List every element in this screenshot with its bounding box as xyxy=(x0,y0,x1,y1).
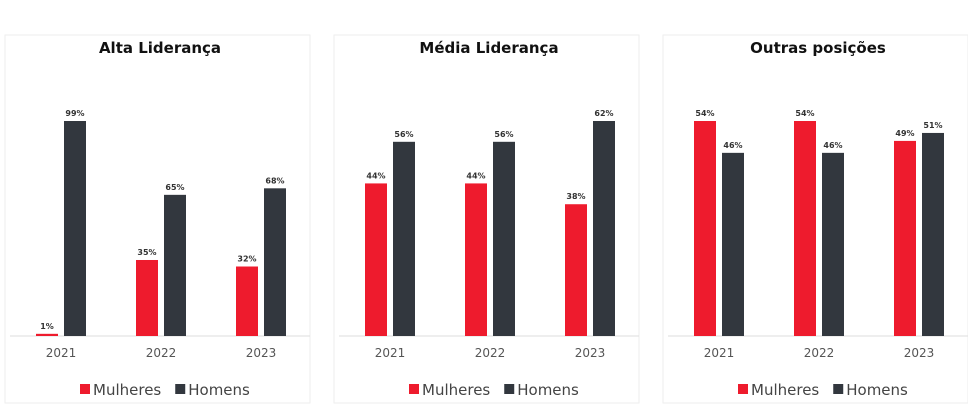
x-tick-label: 2021 xyxy=(375,346,406,360)
bar xyxy=(64,121,86,336)
x-tick-label: 2023 xyxy=(575,346,606,360)
legend-swatch xyxy=(409,384,419,394)
data-label: 99% xyxy=(65,109,84,118)
data-label: 51% xyxy=(923,121,942,130)
data-label: 46% xyxy=(823,141,842,150)
x-tick-label: 2021 xyxy=(704,346,735,360)
x-tick-label: 2021 xyxy=(46,346,77,360)
data-label: 44% xyxy=(366,171,385,180)
bar xyxy=(565,204,587,336)
x-tick-label: 2023 xyxy=(904,346,935,360)
bar xyxy=(36,333,58,336)
chart-title: Média Liderança xyxy=(419,39,558,57)
panel xyxy=(662,34,968,404)
data-label: 62% xyxy=(594,109,613,118)
bar xyxy=(365,183,387,336)
bar xyxy=(894,140,916,336)
bar xyxy=(694,121,716,336)
legend-label: Mulheres xyxy=(422,381,490,399)
bar xyxy=(236,266,258,336)
panel xyxy=(4,34,311,404)
bar xyxy=(794,121,816,336)
bar xyxy=(593,121,615,336)
x-tick-label: 2022 xyxy=(146,346,177,360)
x-tick-label: 2022 xyxy=(804,346,835,360)
legend-label: Homens xyxy=(188,381,250,399)
legend-swatch xyxy=(833,384,844,394)
bar xyxy=(136,259,158,336)
bar xyxy=(164,194,186,336)
panel xyxy=(333,34,640,404)
legend-swatch xyxy=(175,384,186,394)
bar xyxy=(465,183,487,336)
x-tick-label: 2023 xyxy=(246,346,277,360)
data-label: 65% xyxy=(165,183,184,192)
data-label: 32% xyxy=(237,255,256,264)
data-label: 38% xyxy=(566,192,585,201)
data-label: 54% xyxy=(695,109,714,118)
data-label: 35% xyxy=(137,248,156,257)
bar xyxy=(493,141,515,336)
x-tick-label: 2022 xyxy=(475,346,506,360)
legend-label: Homens xyxy=(517,381,579,399)
data-label: 68% xyxy=(265,176,284,185)
data-label: 49% xyxy=(895,129,914,138)
data-label: 56% xyxy=(494,130,513,139)
data-label: 46% xyxy=(723,141,742,150)
chart-title: Alta Liderança xyxy=(99,39,221,57)
bar xyxy=(822,152,844,336)
legend-label: Mulheres xyxy=(751,381,819,399)
bar xyxy=(393,141,415,336)
data-label: 44% xyxy=(466,171,485,180)
data-label: 54% xyxy=(795,109,814,118)
data-label: 1% xyxy=(40,322,54,331)
bar xyxy=(922,132,944,336)
chart-title: Outras posições xyxy=(750,39,886,57)
bar xyxy=(722,152,744,336)
bar xyxy=(264,188,286,336)
data-label: 56% xyxy=(394,130,413,139)
legend-swatch xyxy=(738,384,748,394)
legend-swatch xyxy=(504,384,515,394)
legend-swatch xyxy=(80,384,90,394)
legend-label: Mulheres xyxy=(93,381,161,399)
legend-label: Homens xyxy=(846,381,908,399)
